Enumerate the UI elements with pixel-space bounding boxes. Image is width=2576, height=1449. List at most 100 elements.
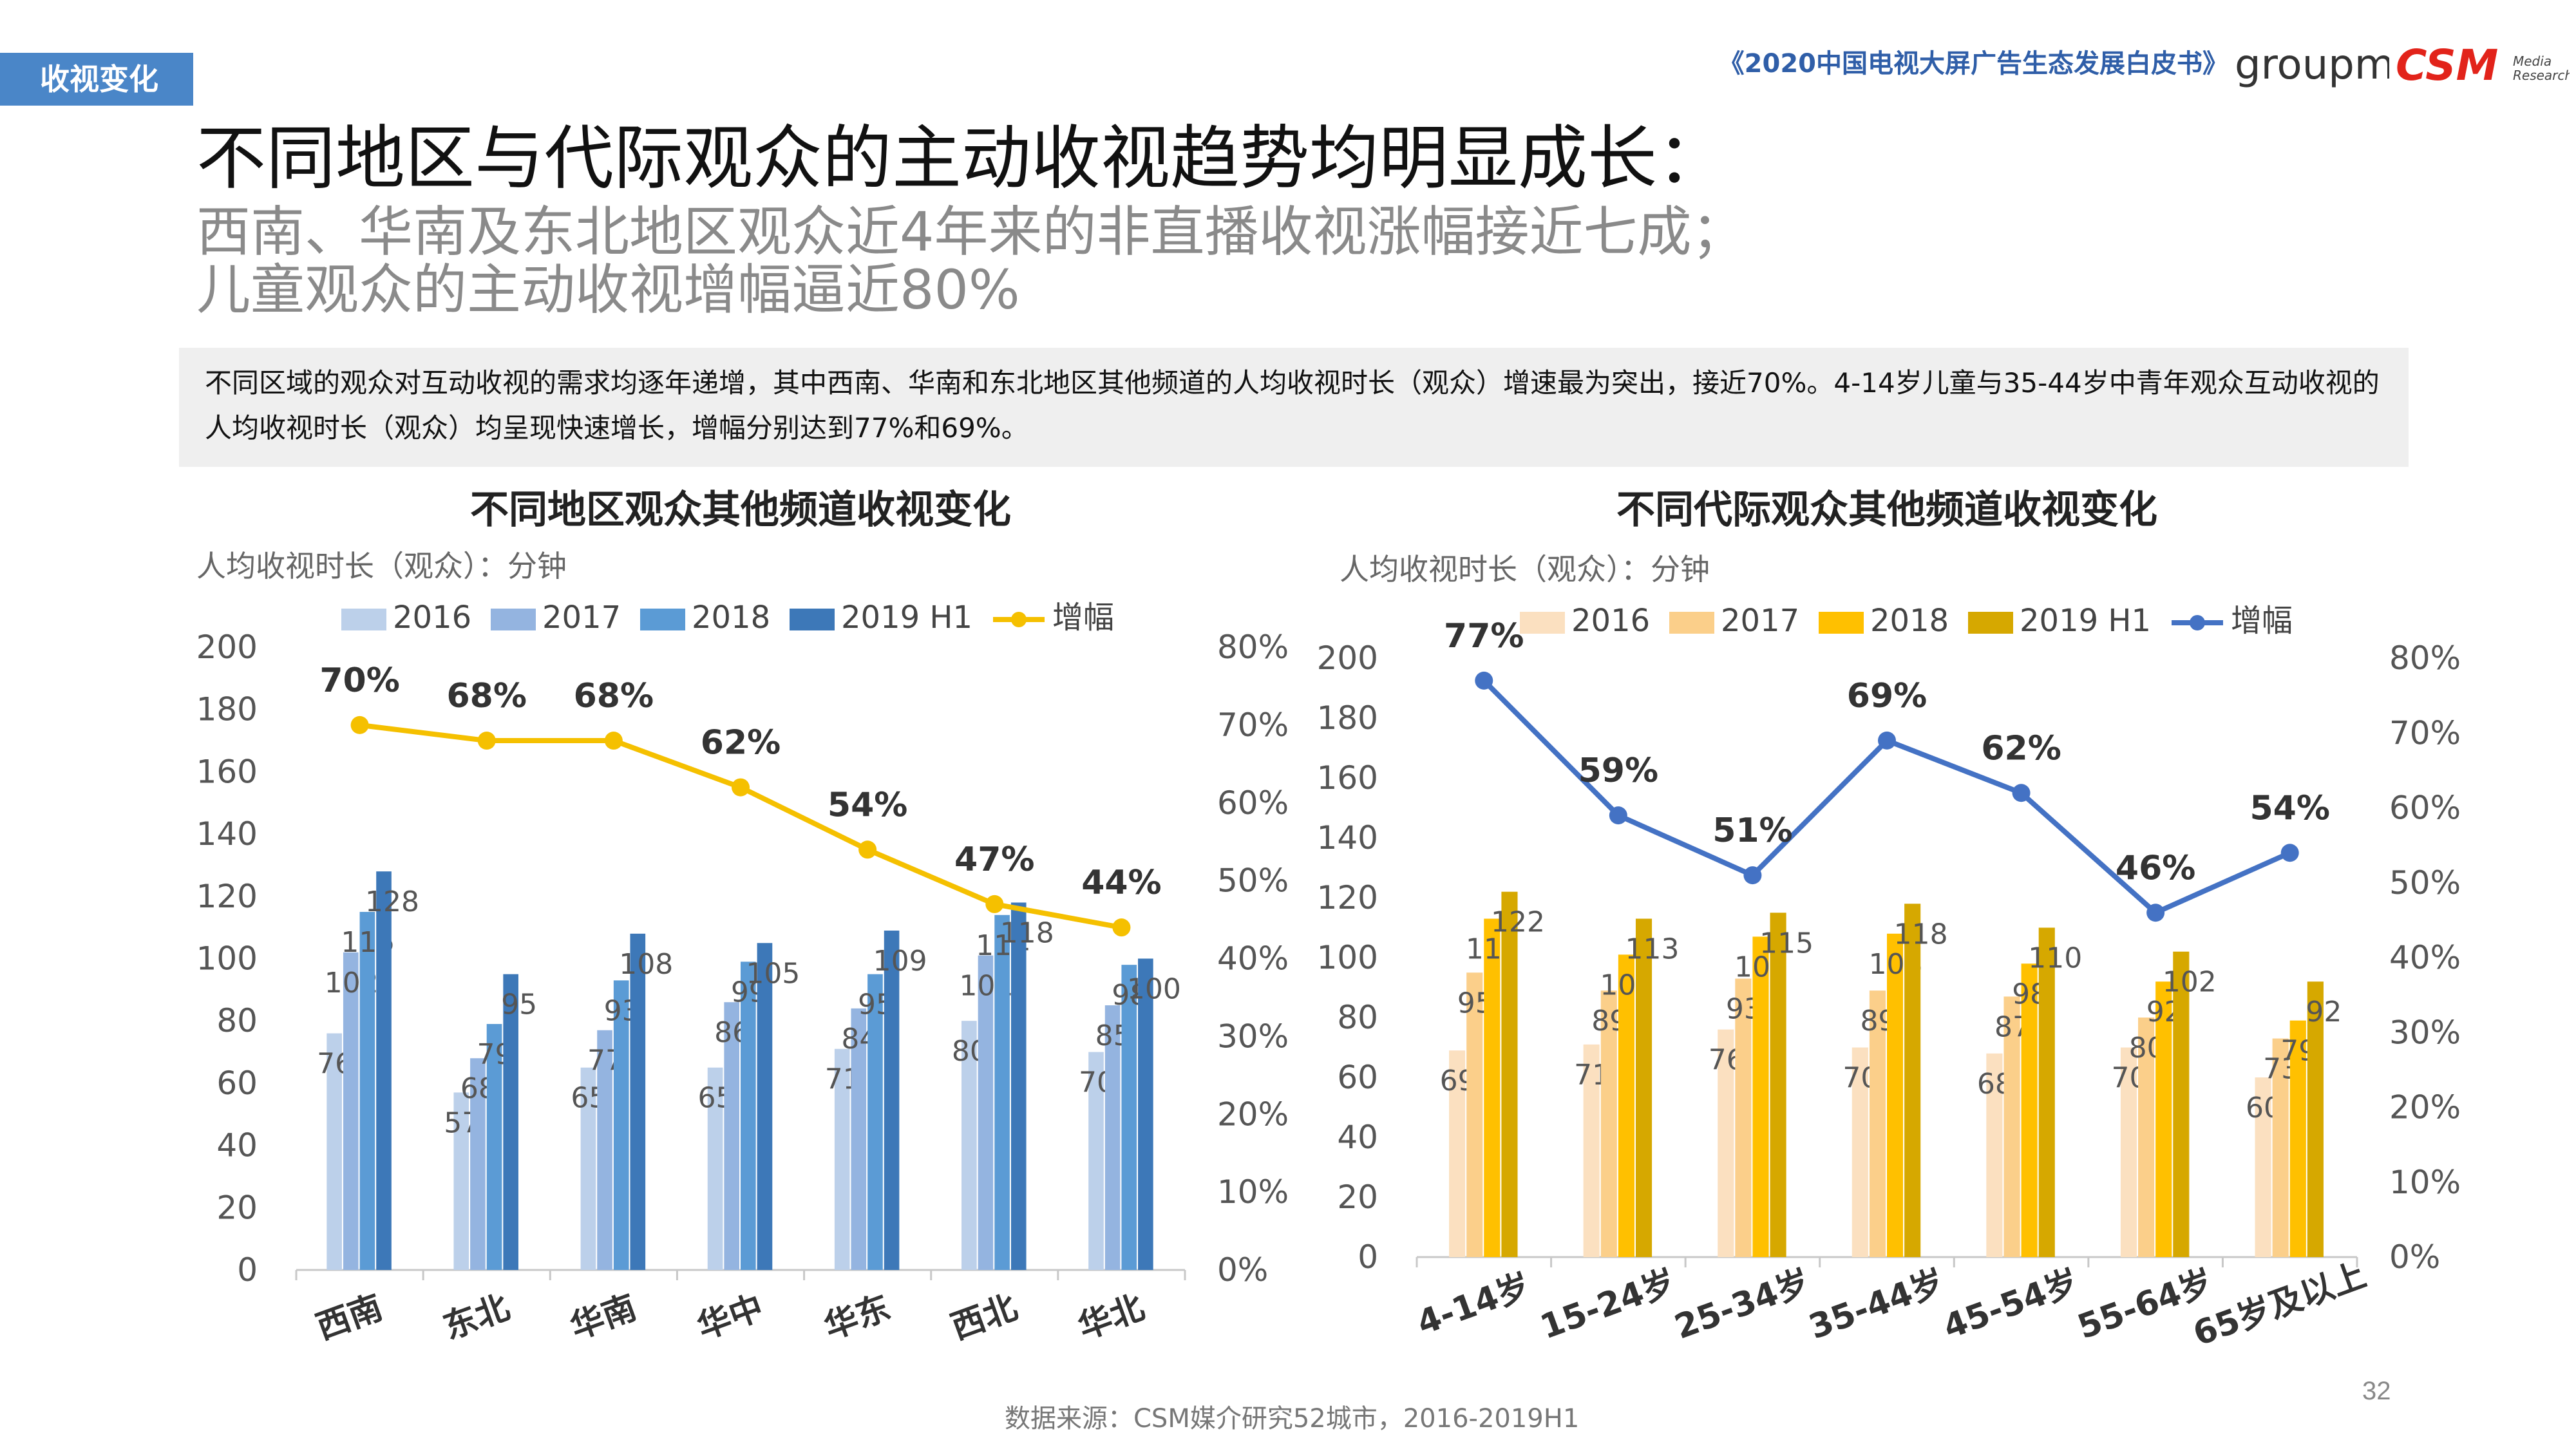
page-number: 32 [2362,1377,2391,1405]
bar-value-label: 128 [365,886,419,918]
growth-point [985,895,1004,913]
bar-value-label: 122 [1491,906,1545,939]
bar [1501,891,1518,1257]
bar [2021,963,2038,1257]
bar [1718,1029,1734,1257]
bar [1735,978,1752,1257]
bar [2255,1077,2271,1257]
x-tick-label: 西北 [946,1288,1022,1347]
growth-point [858,840,877,859]
bar [1887,933,1904,1257]
bar [978,955,994,1270]
y-tick-label: 180 [1317,699,1378,737]
chart-title: 不同地区观众其他频道收视变化 [470,488,1011,533]
bar-value-label: 109 [873,945,927,978]
bar [757,943,773,1270]
bar [1466,972,1483,1257]
growth-label: 51% [1712,811,1792,850]
x-tick-label: 东北 [439,1288,515,1347]
bar [1904,904,1921,1257]
growth-label: 62% [1981,729,2061,768]
legend-label: 增幅 [1052,600,1114,636]
y2-tick-label: 30% [2389,1014,2461,1051]
y-tick-label: 0 [1358,1238,1378,1276]
x-tick-label: 华北 [1073,1288,1149,1347]
bar-value-label: 95 [501,989,537,1021]
y-tick-label: 20 [216,1189,258,1226]
legend-swatch [491,609,536,630]
bar [1138,958,1153,1270]
bar [834,1048,850,1270]
bar [1770,913,1786,1257]
y-tick-label: 40 [216,1127,258,1164]
bar [1618,954,1634,1257]
bar [2138,1018,2155,1257]
x-tick-label: 西南 [312,1288,388,1347]
bar [1752,936,1769,1257]
y2-tick-label: 70% [1217,706,1289,744]
growth-label: 77% [1444,617,1524,656]
growth-label: 62% [701,724,781,762]
y-tick-label: 100 [1317,939,1378,976]
growth-point [604,732,623,750]
page-title: 不同地区与代际观众的主动收视趋势均明显成长： [196,118,1727,199]
legend-label: 2019 H1 [841,600,972,636]
bar-value-label: 105 [746,957,800,990]
y-tick-label: 80 [1337,999,1378,1036]
y-tick-label: 140 [1317,819,1378,857]
legend-swatch [1968,612,2013,634]
y2-tick-label: 70% [2389,714,2461,752]
chart-title: 不同代际观众其他频道收视变化 [1616,488,2157,533]
y2-tick-label: 60% [1217,784,1289,822]
y-tick-label: 80 [216,1002,258,1039]
legend-swatch [790,609,835,630]
growth-label: 68% [446,677,526,715]
bar [1484,918,1501,1257]
legend-label: 2019 H1 [2020,603,2151,639]
bar [2307,981,2324,1257]
growth-point [1743,866,1762,885]
x-tick-label: 45-54岁 [1938,1263,2084,1347]
y-tick-label: 160 [1317,759,1378,797]
growth-label: 70% [319,661,399,700]
bar [2120,1047,2137,1257]
legend-label: 2018 [1870,603,1949,639]
y-tick-label: 180 [196,691,258,728]
legend-label: 2017 [542,600,621,636]
bar [1104,1005,1121,1270]
y2-tick-label: 60% [2389,790,2461,827]
csm-logo-text: CSM [2396,41,2498,90]
legend-swatch [341,609,386,630]
report-title: 《2020中国电视大屏广告生态发展白皮书》 [1718,49,2228,79]
y2-tick-label: 80% [1217,629,1289,666]
y2-tick-label: 20% [1217,1095,1289,1133]
bar [884,930,900,1270]
bar-value-label: 113 [1625,933,1680,966]
y-tick-label: 60 [216,1065,258,1102]
bar-value-label: 100 [1127,973,1181,1006]
bar [2003,996,2020,1257]
csm-logo-sub1: Media [2513,53,2552,69]
page-subtitle-1: 西南、华南及东北地区观众近4年来的非直播收视涨幅接近七成； [196,200,1746,263]
bar [2173,951,2190,1257]
y-tick-label: 200 [1317,639,1378,677]
y-tick-label: 40 [1337,1119,1378,1156]
y-tick-label: 120 [1317,879,1378,916]
y-tick-label: 160 [196,753,258,790]
bar [503,974,518,1270]
legend-label: 2018 [692,600,770,636]
bar [741,961,756,1270]
y-tick-label: 0 [237,1251,258,1289]
bar [2155,981,2172,1257]
bar [1010,902,1027,1270]
growth-label: 44% [1081,864,1161,902]
legend-swatch [640,609,685,630]
y2-tick-label: 50% [2389,864,2461,902]
bar [867,974,883,1270]
y-tick-label: 60 [1337,1059,1378,1096]
bar [724,1002,739,1270]
legend-line-marker [2190,615,2205,630]
y2-tick-label: 10% [2389,1164,2461,1201]
bar [376,871,392,1270]
growth-label: 47% [954,840,1034,879]
